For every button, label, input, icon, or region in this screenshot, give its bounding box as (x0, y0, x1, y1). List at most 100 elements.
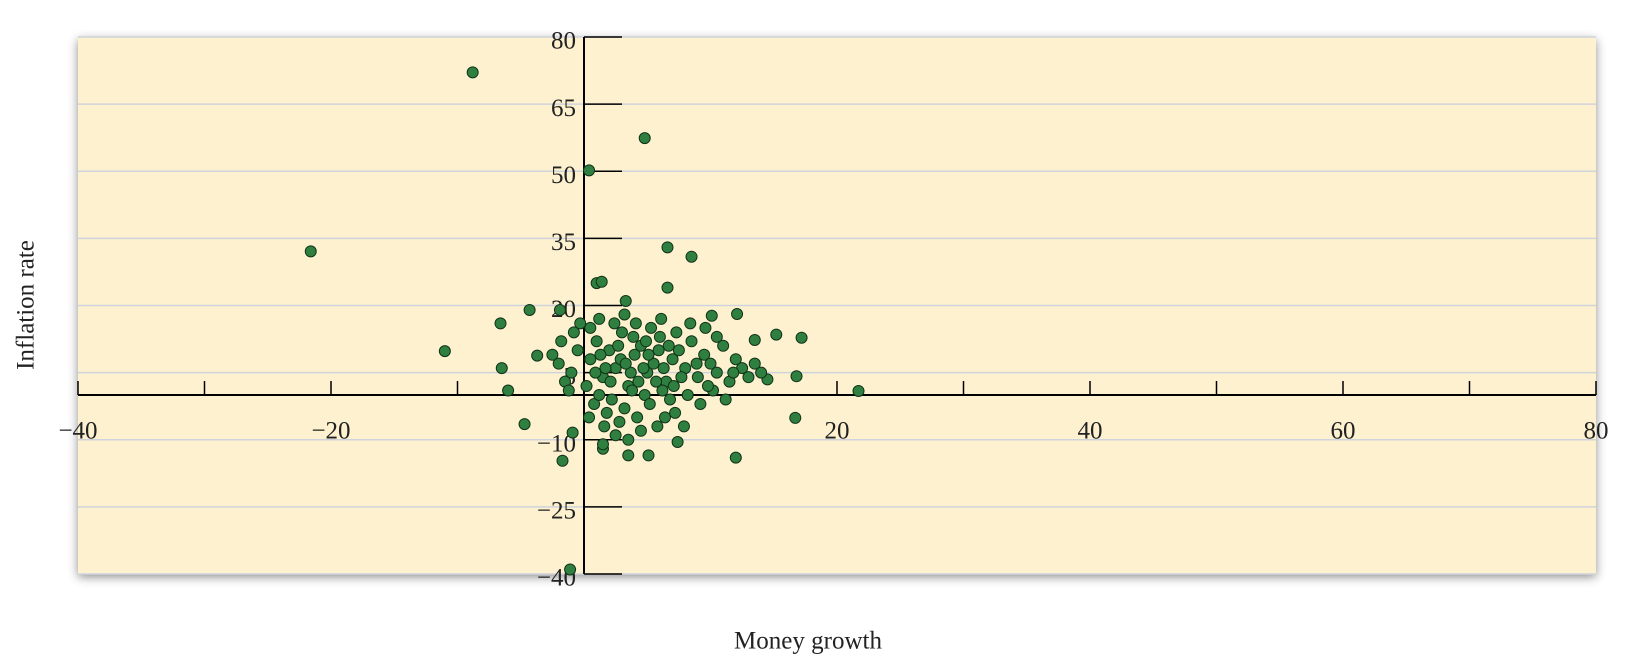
point (642, 348, 655, 361)
point (613, 415, 626, 428)
point (637, 362, 650, 375)
point (584, 321, 597, 334)
point (580, 380, 593, 393)
point (523, 303, 536, 316)
point (598, 420, 611, 433)
point (748, 333, 761, 346)
point (672, 344, 685, 357)
point (705, 309, 718, 322)
point (675, 371, 688, 384)
point (624, 366, 637, 379)
point (748, 357, 761, 370)
point (704, 357, 717, 370)
point (685, 250, 698, 263)
point (531, 349, 544, 362)
point (574, 317, 587, 330)
point (565, 366, 578, 379)
point (666, 353, 679, 366)
point (304, 245, 317, 258)
point (583, 411, 596, 424)
point (684, 317, 697, 330)
point (647, 357, 660, 370)
point (717, 339, 730, 352)
point (634, 424, 647, 437)
point (710, 366, 723, 379)
point (789, 411, 802, 424)
point (639, 335, 652, 348)
point (719, 393, 732, 406)
point (795, 331, 808, 344)
point (555, 335, 568, 348)
point (657, 362, 670, 375)
point (701, 380, 714, 393)
point (727, 366, 740, 379)
point (742, 371, 755, 384)
point (604, 375, 617, 388)
point (626, 384, 639, 397)
point (590, 335, 603, 348)
point (518, 418, 531, 431)
point (438, 345, 451, 358)
point (691, 371, 704, 384)
point (556, 454, 569, 467)
x-tick-label: −20 (311, 418, 350, 445)
point (667, 380, 680, 393)
point (546, 348, 559, 361)
point (584, 353, 597, 366)
point (662, 339, 675, 352)
x-tick-label: 80 (1584, 418, 1609, 445)
point (595, 275, 608, 288)
point (694, 397, 707, 410)
point (552, 357, 565, 370)
point (681, 389, 694, 401)
point (710, 330, 723, 343)
point (553, 303, 566, 316)
point (650, 375, 663, 388)
point (494, 317, 507, 330)
point (645, 321, 658, 334)
point (622, 449, 635, 462)
y-tick-label: 50 (551, 162, 576, 189)
point (642, 449, 655, 462)
point (619, 295, 632, 308)
point (655, 312, 668, 325)
x-tick-label: −40 (58, 418, 97, 445)
point (609, 429, 622, 442)
point (562, 384, 575, 397)
point (661, 241, 674, 254)
point (627, 330, 640, 343)
x-axis-label: Money growth (734, 628, 882, 655)
point (698, 348, 711, 361)
point (594, 348, 607, 361)
point (564, 563, 577, 576)
point (643, 397, 656, 410)
point (670, 326, 683, 339)
point (755, 366, 768, 379)
point (638, 389, 651, 401)
point (600, 406, 613, 419)
point (661, 281, 674, 294)
point (677, 420, 690, 433)
point (622, 433, 635, 446)
point (589, 366, 602, 379)
point (651, 420, 664, 433)
point (638, 132, 651, 145)
point (495, 362, 508, 375)
point (632, 375, 645, 388)
point (656, 384, 669, 397)
point (619, 357, 632, 370)
point (618, 308, 631, 321)
point (631, 411, 644, 424)
y-tick-label: 65 (551, 95, 576, 122)
point (790, 370, 803, 383)
point (612, 339, 625, 352)
y-tick-label: −25 (537, 498, 576, 525)
point (770, 328, 783, 341)
point (699, 321, 712, 334)
point (731, 308, 744, 321)
point (615, 326, 628, 339)
point (599, 362, 612, 375)
point (566, 426, 579, 439)
